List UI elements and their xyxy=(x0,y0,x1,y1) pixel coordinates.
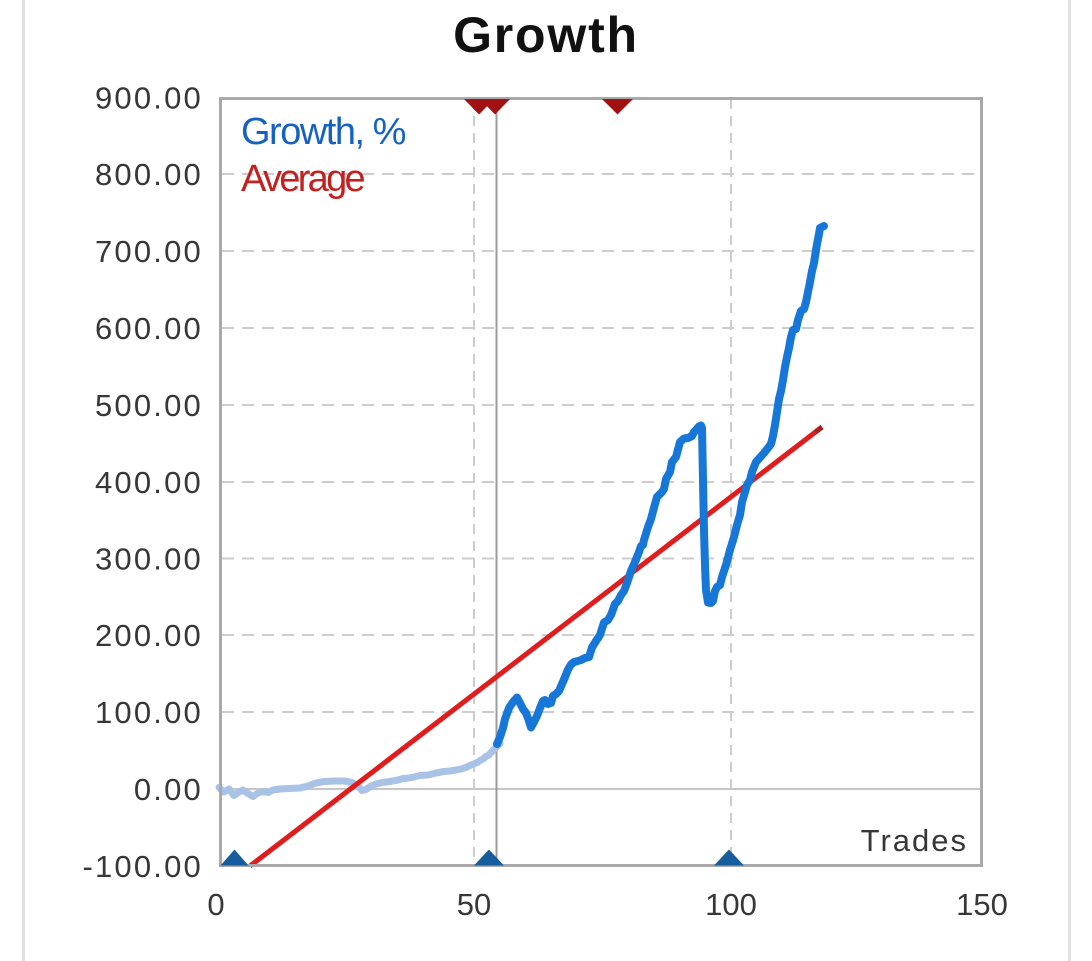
svg-text:700.00: 700.00 xyxy=(95,234,203,269)
svg-text:900.00: 900.00 xyxy=(95,81,203,116)
svg-text:Growth: Growth xyxy=(453,7,639,63)
svg-text:100: 100 xyxy=(705,887,757,922)
svg-text:Growth, %: Growth, % xyxy=(241,111,406,153)
svg-text:0.00: 0.00 xyxy=(134,772,203,807)
svg-text:600.00: 600.00 xyxy=(95,311,203,346)
svg-text:500.00: 500.00 xyxy=(95,388,203,423)
svg-text:150: 150 xyxy=(956,887,1008,922)
svg-text:Trades: Trades xyxy=(861,823,968,858)
svg-text:400.00: 400.00 xyxy=(95,465,203,500)
svg-text:100.00: 100.00 xyxy=(95,695,203,730)
svg-text:-100.00: -100.00 xyxy=(82,849,203,884)
svg-text:50: 50 xyxy=(457,887,491,922)
svg-text:300.00: 300.00 xyxy=(95,542,203,577)
svg-text:0: 0 xyxy=(207,887,224,922)
svg-text:800.00: 800.00 xyxy=(95,157,203,192)
svg-text:Average: Average xyxy=(241,158,365,200)
svg-text:200.00: 200.00 xyxy=(95,618,203,653)
